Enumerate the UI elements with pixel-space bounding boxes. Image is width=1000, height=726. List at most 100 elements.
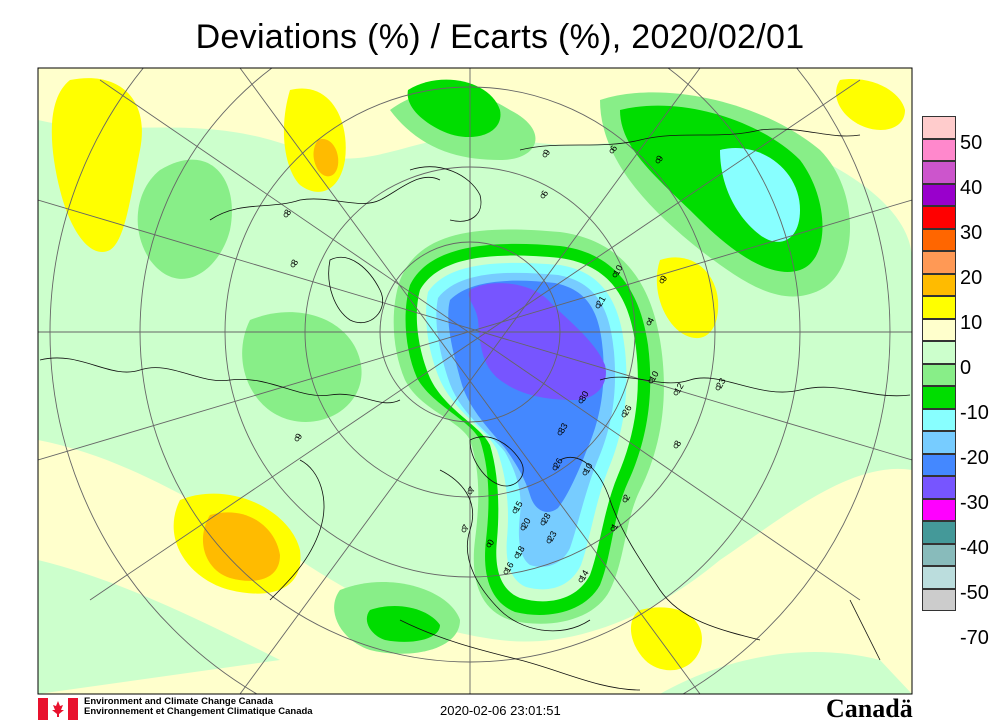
map-frame [37, 67, 913, 695]
station-marker [578, 398, 584, 404]
legend-label: 40 [960, 177, 983, 199]
station-marker [610, 526, 616, 532]
canada-flag-icon [38, 698, 78, 720]
station-value: 9 [293, 432, 304, 441]
station-value: 8 [672, 439, 683, 448]
station-marker [461, 527, 467, 533]
station-value: 9 [658, 274, 669, 283]
station-marker [503, 569, 509, 575]
legend-swatch [922, 566, 956, 589]
legend-swatch [922, 408, 956, 431]
station-value: 26 [551, 456, 565, 470]
station-marker [467, 489, 473, 495]
station-marker [542, 152, 548, 158]
station-value: 26 [620, 403, 634, 417]
legend-swatch [922, 161, 956, 184]
legend-swatch [922, 183, 956, 206]
station-value: 23 [714, 376, 728, 390]
station-marker [514, 553, 520, 559]
legend-swatch [922, 116, 956, 139]
legend-swatch [922, 318, 956, 341]
station-marker [557, 430, 563, 436]
legend-label: 30 [960, 222, 983, 244]
station-marker [659, 278, 665, 284]
station-value: 14 [577, 568, 591, 582]
legend-swatch [922, 498, 956, 521]
canada-wordmark: Canadä [826, 694, 913, 723]
station-value: 1 [609, 522, 620, 531]
station-value: 10 [647, 369, 661, 383]
station-value: 6 [539, 189, 550, 198]
legend-swatch [922, 476, 956, 499]
map-title: Deviations (%) / Ecarts (%), 2020/02/01 [195, 18, 805, 56]
footer-organization: Environment and Climate Change Canada En… [84, 697, 313, 717]
legend-label: -40 [960, 537, 989, 559]
station-value: 20 [519, 516, 533, 530]
station-value: 8 [289, 258, 300, 267]
legend-label: 0 [960, 357, 972, 379]
legend-label: 50 [960, 132, 983, 154]
legend-label: -50 [960, 582, 989, 604]
station-value: 16 [502, 560, 516, 574]
station-marker [609, 148, 615, 154]
station-marker [540, 520, 546, 526]
station-marker [715, 385, 721, 391]
station-marker [673, 390, 679, 396]
station-marker [294, 436, 300, 442]
station-marker [552, 465, 558, 471]
legend-swatch [922, 363, 956, 386]
station-marker [540, 193, 546, 199]
legend-swatch [922, 431, 956, 454]
footer-timestamp: 2020-02-06 23:01:51 [440, 703, 561, 718]
color-legend: 50 40 30 20 10 0 -10 -20 -30 -40 -50 -70 [922, 116, 992, 656]
legend-label: -30 [960, 492, 989, 514]
station-value: 9 [654, 154, 665, 163]
station-value: 9 [541, 148, 552, 157]
station-value: 28 [539, 511, 553, 525]
station-value: 30 [577, 389, 591, 403]
legend-swatch [922, 521, 956, 544]
legend-swatch [922, 386, 956, 409]
legend-label: -20 [960, 447, 989, 469]
station-value: 10 [611, 263, 625, 277]
legend-swatch [922, 588, 956, 611]
station-value: 23 [545, 529, 559, 543]
station-value: 18 [513, 544, 527, 558]
station-marker [612, 272, 618, 278]
station-marker [512, 508, 518, 514]
station-value: 4 [645, 316, 656, 325]
station-marker [578, 577, 584, 583]
station-marker [582, 470, 588, 476]
legend-swatch [922, 296, 956, 319]
station-value: 7 [460, 523, 471, 532]
station-marker [622, 497, 628, 503]
station-marker [290, 262, 296, 268]
station-value: 6 [608, 144, 619, 153]
grid-lines [38, 68, 912, 694]
legend-label: 20 [960, 267, 983, 289]
station-value: 8 [282, 208, 293, 217]
legend-swatch [922, 341, 956, 364]
legend-label: 10 [960, 312, 983, 334]
station-marker [595, 303, 601, 309]
station-marker [655, 158, 661, 164]
station-value: 0 [485, 538, 496, 547]
legend-swatch [922, 453, 956, 476]
org-name-fr: Environnement et Changement Climatique C… [84, 706, 313, 717]
station-marker [621, 412, 627, 418]
station-value: 33 [556, 421, 570, 435]
station-marker [673, 443, 679, 449]
station-value: 7 [466, 485, 477, 494]
org-name-en: Environment and Climate Change Canada [84, 696, 273, 707]
station-value: 15 [511, 499, 525, 513]
station-value: 12 [672, 381, 686, 395]
station-value: 21 [594, 294, 608, 308]
legend-swatch [922, 543, 956, 566]
legend-swatch [922, 206, 956, 229]
station-marker [646, 320, 652, 326]
legend-swatch [922, 138, 956, 161]
station-value: 10 [581, 461, 595, 475]
contour-fills [38, 78, 912, 694]
legend-swatch [922, 228, 956, 251]
